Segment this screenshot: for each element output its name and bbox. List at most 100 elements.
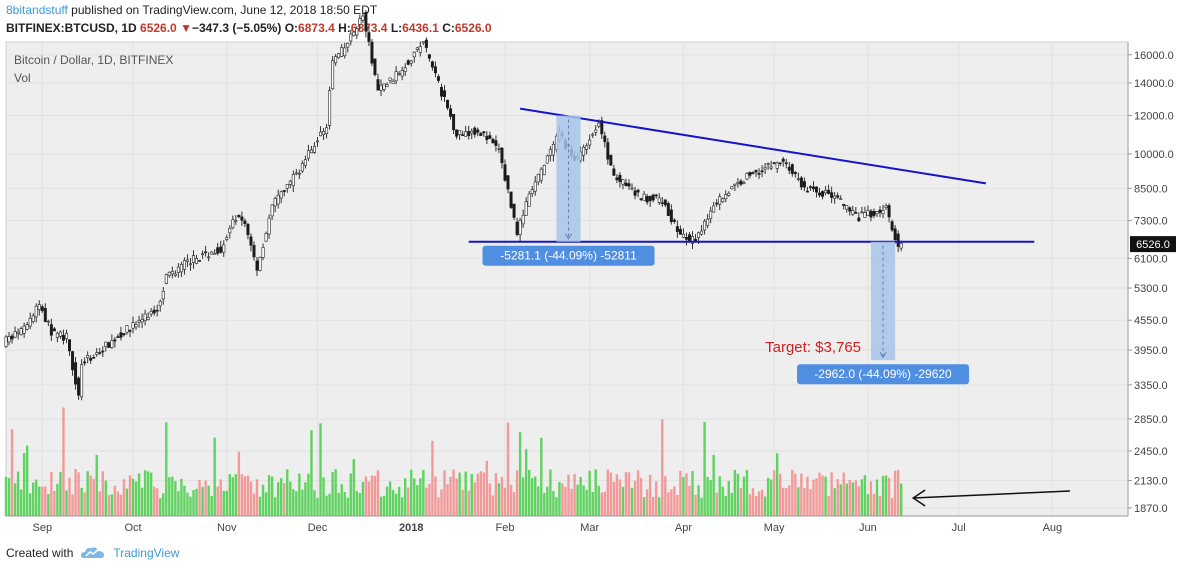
candle bbox=[388, 77, 392, 81]
symbol-label: BITFINEX:BTCUSD, 1D bbox=[6, 21, 137, 35]
candle bbox=[49, 324, 53, 336]
x-tick-label: Mar bbox=[580, 522, 599, 534]
volume-bar bbox=[149, 472, 153, 516]
candle bbox=[89, 357, 93, 361]
volume-bar bbox=[22, 453, 26, 516]
candle bbox=[68, 339, 72, 352]
candle bbox=[527, 193, 531, 207]
candle bbox=[43, 308, 47, 322]
volume-bar bbox=[171, 476, 174, 516]
candle bbox=[899, 242, 903, 249]
candle bbox=[672, 219, 676, 222]
volume-bar bbox=[35, 479, 38, 516]
candle bbox=[403, 67, 407, 72]
candle bbox=[467, 131, 471, 136]
candle bbox=[712, 205, 716, 213]
candle bbox=[473, 127, 477, 135]
last-price: 6526.0 bbox=[140, 21, 177, 35]
candle bbox=[25, 324, 29, 330]
candle bbox=[618, 174, 622, 182]
volume-bar bbox=[615, 474, 619, 516]
candle bbox=[16, 331, 20, 334]
volume-bar bbox=[101, 471, 104, 516]
candle bbox=[863, 212, 867, 218]
y-tick-label: 1870.0 bbox=[1134, 503, 1168, 515]
candle bbox=[730, 186, 734, 190]
volume-bar bbox=[754, 496, 758, 516]
volume-bar bbox=[65, 490, 68, 516]
candle bbox=[331, 60, 335, 90]
candle bbox=[530, 189, 534, 194]
volume-bar bbox=[706, 476, 709, 516]
candle bbox=[624, 182, 628, 187]
candle bbox=[627, 183, 631, 187]
low-value: 6436.1 bbox=[402, 21, 439, 35]
candle bbox=[500, 147, 504, 164]
volume-bar bbox=[68, 477, 71, 516]
candle bbox=[709, 210, 713, 219]
candle bbox=[406, 60, 410, 65]
candle bbox=[288, 180, 292, 185]
measure-box-1[interactable] bbox=[556, 115, 581, 242]
volume-bar bbox=[322, 477, 325, 516]
candle bbox=[509, 191, 513, 208]
candle bbox=[19, 328, 23, 335]
candle bbox=[373, 58, 377, 75]
candle bbox=[660, 202, 664, 205]
candle bbox=[681, 233, 685, 238]
candle bbox=[4, 336, 8, 347]
descending-trendline[interactable] bbox=[519, 107, 987, 185]
volume-bar bbox=[682, 476, 685, 516]
volume-bar bbox=[721, 486, 724, 516]
candle bbox=[482, 131, 486, 134]
volume-bar bbox=[313, 490, 316, 516]
candle bbox=[591, 133, 595, 136]
volume-bar bbox=[143, 470, 147, 516]
author-link[interactable]: 8bitandstuff bbox=[6, 3, 68, 17]
candle bbox=[669, 209, 673, 223]
volume-bar bbox=[47, 494, 50, 516]
volume-bar bbox=[488, 483, 492, 516]
volume-bar bbox=[887, 477, 891, 516]
volume-bar bbox=[718, 476, 721, 516]
volume-bar bbox=[703, 421, 706, 516]
candle bbox=[258, 257, 262, 271]
volume-bar bbox=[119, 494, 123, 516]
candle bbox=[104, 341, 108, 347]
candle bbox=[548, 149, 552, 156]
candle bbox=[80, 364, 84, 398]
price-chart[interactable]: -5281.1 (-44.09%) -52811 -2962.0 (-44.09%… bbox=[0, 0, 1188, 535]
volume-bar bbox=[162, 493, 165, 516]
volume-bar bbox=[13, 483, 17, 516]
x-tick-label: Sep bbox=[33, 522, 53, 534]
candle bbox=[793, 172, 797, 175]
candle bbox=[370, 41, 374, 64]
volume-bar bbox=[228, 474, 231, 516]
volume-bar bbox=[534, 476, 537, 516]
candle bbox=[697, 232, 701, 238]
candle bbox=[452, 113, 456, 131]
volume-bar bbox=[388, 481, 392, 516]
volume-bar bbox=[600, 492, 603, 516]
volume-bar bbox=[50, 472, 53, 516]
measure-box-1-label: -5281.1 (-44.09%) -52811 bbox=[500, 249, 637, 263]
candle bbox=[309, 149, 313, 154]
volume-bar bbox=[404, 478, 407, 516]
candle bbox=[71, 351, 75, 371]
candle bbox=[34, 305, 38, 318]
candle bbox=[110, 340, 114, 349]
last-price-badge bbox=[1130, 236, 1176, 253]
tradingview-link[interactable]: TradingView bbox=[113, 546, 180, 560]
volume-bar bbox=[648, 474, 652, 516]
volume-bar bbox=[503, 487, 507, 516]
volume-bar bbox=[839, 484, 842, 516]
volume-bar bbox=[71, 494, 74, 516]
volume-bar bbox=[473, 482, 476, 516]
candle bbox=[436, 76, 440, 81]
candle bbox=[811, 186, 815, 190]
candle bbox=[98, 352, 102, 354]
candle bbox=[394, 71, 398, 82]
volume-bar bbox=[53, 490, 56, 516]
candle bbox=[92, 357, 96, 359]
volume-bar bbox=[651, 496, 655, 516]
